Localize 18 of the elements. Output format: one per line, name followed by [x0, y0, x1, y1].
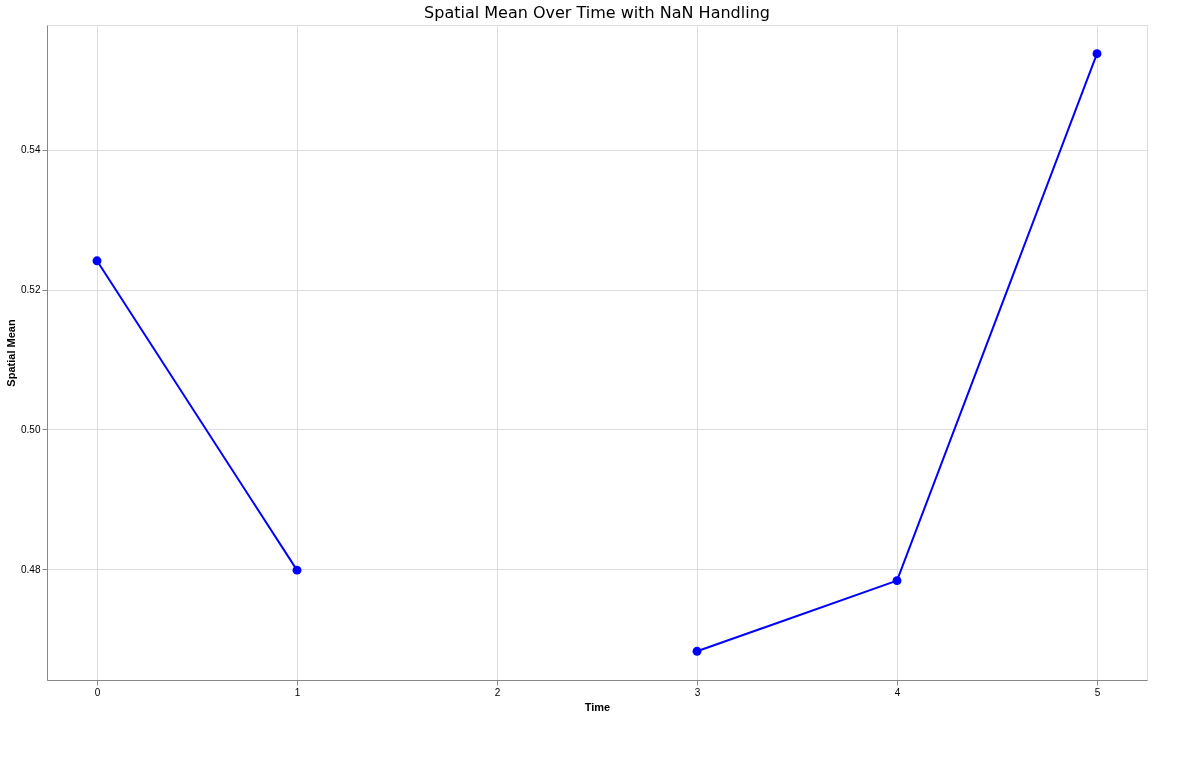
y-tick-label: 0.48 [21, 563, 41, 575]
y-tick-label: 0.52 [21, 284, 41, 296]
point [892, 576, 902, 586]
x-tick-label: 2 [494, 686, 501, 698]
point [92, 256, 102, 266]
point [1092, 49, 1102, 59]
chart-title: Spatial Mean Over Time with NaN Handling [424, 3, 770, 22]
x-tick-label: 5 [1094, 686, 1101, 698]
point [692, 646, 702, 656]
x-axis-title: Time [584, 700, 611, 713]
x-tick-label: 3 [694, 686, 701, 698]
y-axis-title: Spatial Mean [5, 319, 18, 387]
x-tick-label: 4 [894, 686, 901, 698]
point [292, 565, 302, 575]
y-tick-label: 0.54 [21, 144, 41, 156]
x-tick-label: 0 [94, 686, 101, 698]
y-tick-label: 0.50 [21, 423, 41, 435]
x-tick-label: 1 [294, 686, 301, 698]
